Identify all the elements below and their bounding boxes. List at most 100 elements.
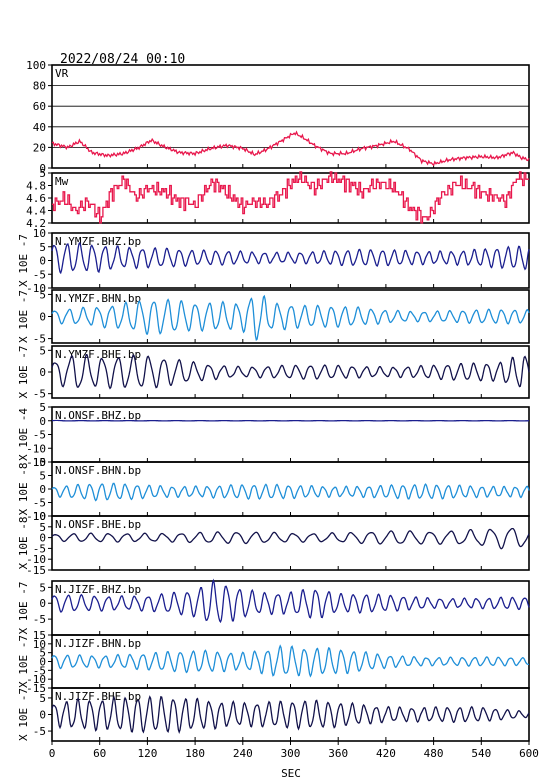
x-tick-label: 0 (49, 747, 56, 760)
panel-label: VR (55, 67, 69, 80)
y-tick-label: 0 (39, 597, 46, 610)
y-tick-label: 5 (39, 401, 46, 414)
y-tick-label: 5 (39, 470, 46, 483)
x-tick-label: 180 (185, 747, 205, 760)
trace-onsf-bhe (52, 529, 529, 549)
y-tick-label: 100 (26, 59, 46, 72)
panel-mw: 4.24.44.64.85 Mw (26, 167, 530, 230)
panel-ymzf-bhn: -5 0 5 N.YMZF.BHN.bp X 10E -7 (17, 288, 530, 346)
y-tick-label: 0 (39, 366, 46, 379)
y-axis-unit-label: X 10E -7 (17, 635, 30, 688)
y-tick-label: 0 (39, 532, 46, 545)
y-tick-label: 0 (39, 255, 46, 268)
y-tick-label: 10 (33, 227, 46, 240)
y-tick-label: 5 (39, 288, 46, 301)
panel-ymzf-bhe: -5 0 5 N.YMZF.BHE.bp X 10E -7 (17, 344, 530, 401)
y-tick-label: -5 (33, 613, 46, 626)
y-tick-label: 10 (33, 638, 46, 651)
header-timestamp: 2022/08/24 00:10 (60, 52, 185, 67)
trace-ymzf-bhz (52, 243, 529, 273)
y-tick-label: -5 (33, 725, 46, 738)
y-tick-label: 4.8 (26, 180, 46, 193)
trace-vr (52, 132, 529, 165)
y-tick-label: 5 (39, 241, 46, 254)
trace-jizf-bhz (52, 581, 529, 622)
y-tick-label: 0 (39, 162, 46, 175)
y-axis-unit-label: X 10E -8 (17, 463, 30, 516)
y-tick-label: 4.6 (26, 192, 46, 205)
y-tick-label: 5 (39, 344, 46, 357)
y-tick-label: -5 (33, 542, 46, 555)
y-axis-unit-label: X 10E -7 (17, 688, 30, 741)
panel-label: N.ONSF.BHZ.bp (55, 409, 141, 422)
y-tick-label: 0 (39, 415, 46, 428)
trace-ymzf-bhn (52, 296, 529, 340)
y-tick-label: 80 (33, 80, 46, 93)
y-tick-label: -10 (26, 673, 46, 686)
chart-panels: 020406080100VR4.24.44.64.85Mw-10-50510N.… (17, 59, 530, 742)
panel-jizf-bhz: -5 0 5 N.JIZF.BHZ.bp X 10E -7 (17, 581, 530, 636)
y-tick-label: -5 (33, 664, 46, 677)
y-tick-label: -15 (26, 456, 46, 469)
x-tick-label: 480 (424, 747, 444, 760)
y-tick-label: 4.2 (26, 217, 46, 230)
panel-onsf-bhz: -15-10-505 N.ONSF.BHZ.bp X 10E -4 (17, 401, 530, 469)
y-axis-unit-label: X 10E -7 (17, 346, 30, 399)
panel-label: N.YMZF.BHZ.bp (55, 235, 141, 248)
y-axis-unit-label: X 10E -7 (17, 234, 30, 287)
y-axis-unit-label: X 10E -7 (17, 582, 30, 635)
y-tick-label: 10 (33, 510, 46, 523)
y-tick-label: 0 (39, 709, 46, 722)
trace-jizf-bhe (52, 697, 529, 732)
y-tick-label: 0 (39, 483, 46, 496)
x-tick-label: 360 (328, 747, 348, 760)
y-tick-label: 0 (39, 311, 46, 324)
x-tick-label: 300 (281, 747, 301, 760)
y-tick-label: -5 (33, 497, 46, 510)
x-tick-label: 240 (233, 747, 253, 760)
panel-label: Mw (55, 175, 69, 188)
y-tick-label: -5 (33, 388, 46, 401)
y-tick-label: -5 (33, 333, 46, 346)
y-tick-label: 15 (33, 629, 46, 642)
panel-label: N.ONSF.BHN.bp (55, 464, 141, 477)
panel-label: N.YMZF.BHE.bp (55, 348, 141, 361)
y-tick-label: -15 (26, 682, 46, 695)
y-tick-label: 5 (39, 647, 46, 660)
y-tick-label: 20 (33, 141, 46, 154)
y-axis-unit-label: X 10E -4 (17, 408, 30, 461)
panel-label: N.JIZF.BHE.bp (55, 690, 141, 703)
y-tick-label: 40 (33, 121, 46, 134)
y-tick-label: 5 (39, 521, 46, 534)
y-tick-label: -10 (26, 282, 46, 295)
y-tick-label: 10 (33, 456, 46, 469)
y-axis-unit-label: X 10E -8 (17, 517, 30, 570)
y-tick-label: 5 (39, 581, 46, 594)
x-axis-label: SEC (281, 767, 301, 780)
panel-label: N.ONSF.BHE.bp (55, 518, 141, 531)
x-axis: 0 60 120 180 240 300 360 420 480 540 600 (49, 741, 539, 760)
x-tick-label: 420 (376, 747, 396, 760)
y-tick-label: 4.4 (26, 205, 46, 218)
y-tick-label: -10 (26, 510, 46, 523)
y-tick-label: -5 (33, 429, 46, 442)
panel-label: N.JIZF.BHZ.bp (55, 583, 141, 596)
panel-vr: 0 20 40 60 80 100 VR (26, 59, 530, 175)
panel-jizf-bhe: -5 0 5 N.JIZF.BHE.bp X 10E -7 (17, 687, 530, 742)
panel-frame (51, 172, 530, 224)
y-tick-label: -15 (26, 564, 46, 577)
y-axis-unit-label: X 10E -7 (17, 290, 30, 343)
trace-mw (52, 172, 529, 223)
y-tick-label: -10 (26, 442, 46, 455)
x-tick-label: 120 (137, 747, 157, 760)
y-tick-label: -5 (33, 268, 46, 281)
trace-onsf-bhz (52, 420, 529, 421)
y-tick-label: 5 (39, 167, 46, 180)
panel-label: N.YMZF.BHN.bp (55, 292, 141, 305)
y-tick-label: 60 (33, 100, 46, 113)
trace-jizf-bhn (52, 646, 529, 676)
